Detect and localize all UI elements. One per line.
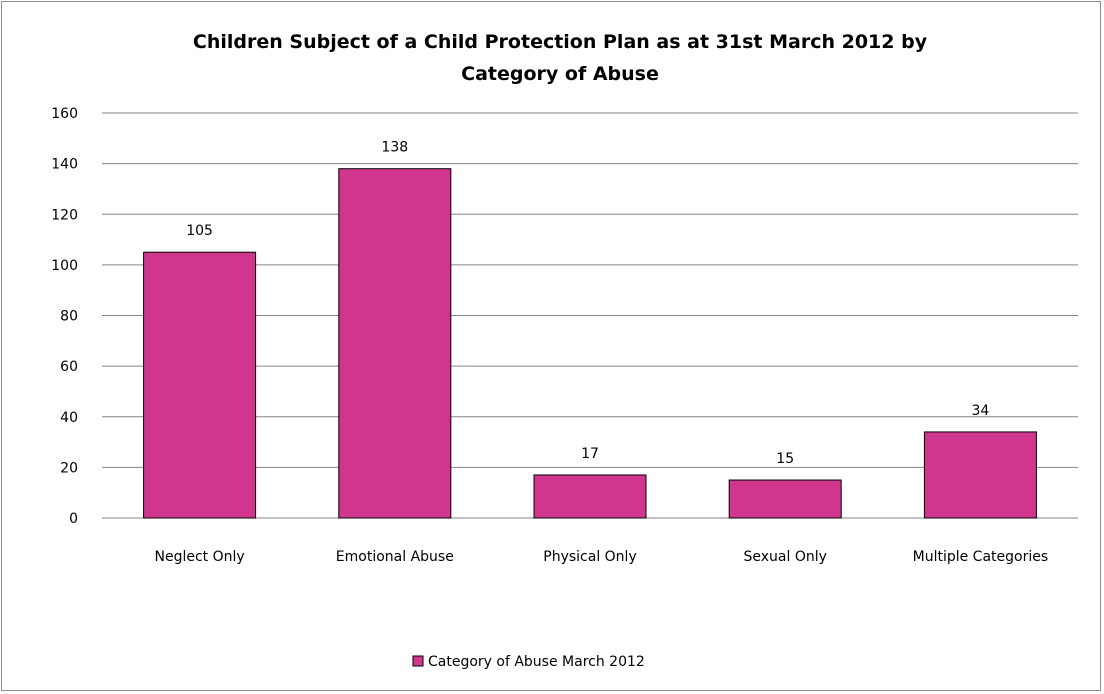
x-category-label: Sexual Only <box>743 549 826 565</box>
bar-physical-only <box>533 474 647 519</box>
y-tick-label: 0 <box>69 511 78 527</box>
y-tick-label: 80 <box>60 309 78 325</box>
x-category-label: Physical Only <box>543 549 636 565</box>
y-axis-ticks: 0 20 40 60 80 100 120 140 160 <box>51 106 78 527</box>
bars <box>143 168 1037 519</box>
y-tick-label: 20 <box>60 460 78 476</box>
data-label: 138 <box>381 140 408 156</box>
legend-swatch <box>412 655 424 667</box>
y-tick-label: 160 <box>51 106 78 122</box>
legend-label: Category of Abuse March 2012 <box>428 654 645 670</box>
data-label: 15 <box>776 451 794 467</box>
x-category-label: Emotional Abuse <box>336 549 454 565</box>
legend: Category of Abuse March 2012 <box>412 654 645 670</box>
bar-multiple-categories <box>923 431 1037 519</box>
data-labels: 105 138 17 15 34 <box>186 140 989 467</box>
x-category-label: Neglect Only <box>155 549 245 565</box>
bar-sexual-only <box>728 479 842 519</box>
y-tick-label: 100 <box>51 258 78 274</box>
data-label: 105 <box>186 223 213 239</box>
chart-title: Children Subject of a Child Protection P… <box>193 31 928 85</box>
gridlines <box>102 112 1078 519</box>
chart-title-line-1: Children Subject of a Child Protection P… <box>193 31 928 53</box>
data-label: 17 <box>581 446 599 462</box>
y-tick-label: 60 <box>60 359 78 375</box>
chart-title-line-2: Category of Abuse <box>461 63 659 85</box>
y-tick-label: 140 <box>51 157 78 173</box>
y-tick-label: 40 <box>60 410 78 426</box>
data-label: 34 <box>971 403 989 419</box>
x-category-label: Multiple Categories <box>913 549 1049 565</box>
y-tick-label: 120 <box>51 207 78 223</box>
bar-emotional-abuse <box>338 168 452 519</box>
bar-neglect-only <box>143 251 257 519</box>
x-axis-categories: Neglect Only Emotional Abuse Physical Only… <box>155 549 1049 565</box>
